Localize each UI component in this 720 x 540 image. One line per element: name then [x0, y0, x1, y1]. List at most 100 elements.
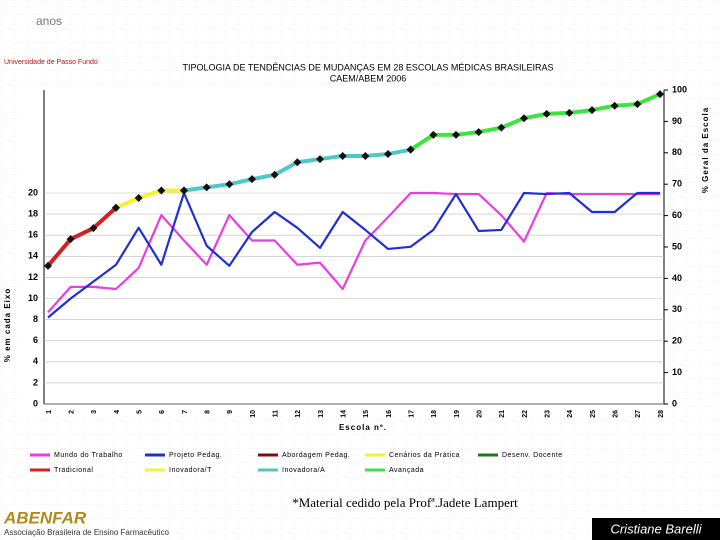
marker — [112, 203, 120, 212]
marker — [338, 151, 347, 160]
x-tick-label: 20 — [477, 410, 484, 418]
y-tick-label: 6 — [33, 335, 38, 345]
y2-tick-label: 50 — [672, 241, 682, 251]
x-tick-label: 6 — [159, 410, 166, 414]
series-line — [47, 191, 660, 319]
x-tick-label: 22 — [522, 410, 529, 418]
marker — [633, 100, 642, 109]
marker — [248, 175, 256, 184]
y-tick-label: 4 — [33, 356, 38, 366]
credit: *Material cedido pela Profª.Jadete Lampe… — [292, 495, 518, 510]
y-tick-label: 12 — [28, 272, 38, 282]
y-tick-label: 20 — [28, 187, 38, 197]
x-tick-label: 26 — [613, 410, 620, 418]
y-tick-label: 14 — [28, 251, 38, 261]
x-tick-label: 28 — [658, 410, 665, 418]
marker — [497, 123, 506, 132]
x-tick-label: 27 — [635, 410, 642, 418]
marker — [293, 158, 302, 167]
marker — [225, 180, 234, 189]
series-line — [115, 188, 184, 210]
x-tick-label: 17 — [409, 410, 416, 418]
y-tick-label: 10 — [28, 293, 38, 303]
y2-tick-label: 10 — [672, 367, 682, 377]
chart-title: TIPOLOGIA DE TENDÊNCIAS DE MUDANÇAS EM 2… — [183, 62, 554, 72]
x-tick-label: 19 — [454, 410, 461, 418]
y2-tick-label: 60 — [672, 210, 682, 220]
marker — [316, 155, 324, 164]
y2-tick-label: 80 — [672, 147, 682, 157]
marker — [474, 128, 483, 137]
university: Universidade de Passo Fundo — [4, 59, 98, 66]
org-full: Associação Brasileira de Ensino Farmacêu… — [4, 528, 170, 537]
y-tick-label: 8 — [33, 314, 38, 324]
x-tick-label: 25 — [590, 410, 597, 418]
marker — [180, 186, 188, 195]
legend-label: Cenários da Prática — [389, 452, 460, 459]
y2-tick-label: 30 — [672, 304, 682, 314]
marker — [384, 150, 392, 159]
marker — [520, 114, 528, 123]
x-tick-label: 7 — [182, 410, 189, 414]
plot-bg — [20, 86, 665, 416]
marker — [44, 261, 52, 270]
marker — [656, 90, 664, 99]
x-tick-label: 15 — [363, 410, 370, 418]
marker — [588, 106, 596, 115]
x-tick-label: 18 — [431, 410, 438, 418]
y-tick-label: 16 — [28, 230, 38, 240]
marker — [565, 108, 574, 117]
y2-tick-label: 90 — [672, 116, 682, 126]
x-tick-label: 16 — [386, 410, 393, 418]
x-tick-label: 3 — [91, 410, 98, 414]
y2-tick-label: 100 — [672, 84, 687, 94]
x-label: Escola nº. — [339, 423, 387, 432]
author: Cristiane Barelli — [610, 521, 702, 536]
marker — [270, 170, 279, 179]
marker — [610, 101, 619, 110]
marker — [202, 183, 211, 192]
x-tick-label: 2 — [69, 410, 76, 414]
x-tick-label: 23 — [545, 410, 552, 418]
x-tick-label: 11 — [273, 410, 280, 418]
y-label: % em cada Eixo — [3, 288, 12, 362]
legend-label: Mundo do Trabalho — [54, 452, 123, 459]
x-tick-label: 21 — [499, 410, 506, 418]
y2-tick-label: 0 — [672, 398, 677, 408]
marker — [157, 186, 166, 195]
x-tick-label: 9 — [227, 410, 234, 414]
x-tick-label: 10 — [250, 410, 257, 418]
marker — [89, 224, 98, 233]
logo-text: anos — [36, 14, 62, 28]
y2-label: % Geral da Escola — [701, 107, 710, 193]
x-tick-label: 8 — [205, 410, 212, 414]
y-tick-label: 0 — [33, 398, 38, 408]
legend-label: Inovadora/T — [169, 467, 212, 474]
y-tick-label: 18 — [28, 208, 38, 218]
marker — [452, 130, 460, 139]
y2-tick-label: 40 — [672, 273, 682, 283]
legend-label: Inovadora/A — [282, 467, 325, 474]
author-box — [592, 518, 720, 540]
y2-tick-label: 70 — [672, 179, 682, 189]
marker — [542, 109, 551, 118]
x-tick-label: 13 — [318, 410, 325, 418]
marker — [66, 235, 75, 244]
x-tick-label: 12 — [295, 410, 302, 418]
marker — [406, 145, 415, 154]
marker — [429, 130, 438, 139]
marker — [361, 151, 370, 160]
y2-tick-label: 20 — [672, 336, 682, 346]
legend-label: Abordagem Pedag. — [282, 452, 350, 459]
legend-label: Tradicional — [54, 467, 93, 474]
series-line — [46, 206, 118, 268]
marker — [134, 194, 143, 203]
legend-label: Desenv. Docente — [502, 452, 563, 459]
legend-label: Avançada — [389, 467, 424, 474]
chart-subtitle: CAEM/ABEM 2006 — [330, 73, 407, 83]
x-tick-label: 14 — [341, 410, 348, 418]
org: ABENFAR — [3, 508, 87, 527]
x-tick-label: 1 — [46, 410, 53, 414]
x-tick-label: 5 — [137, 410, 144, 414]
